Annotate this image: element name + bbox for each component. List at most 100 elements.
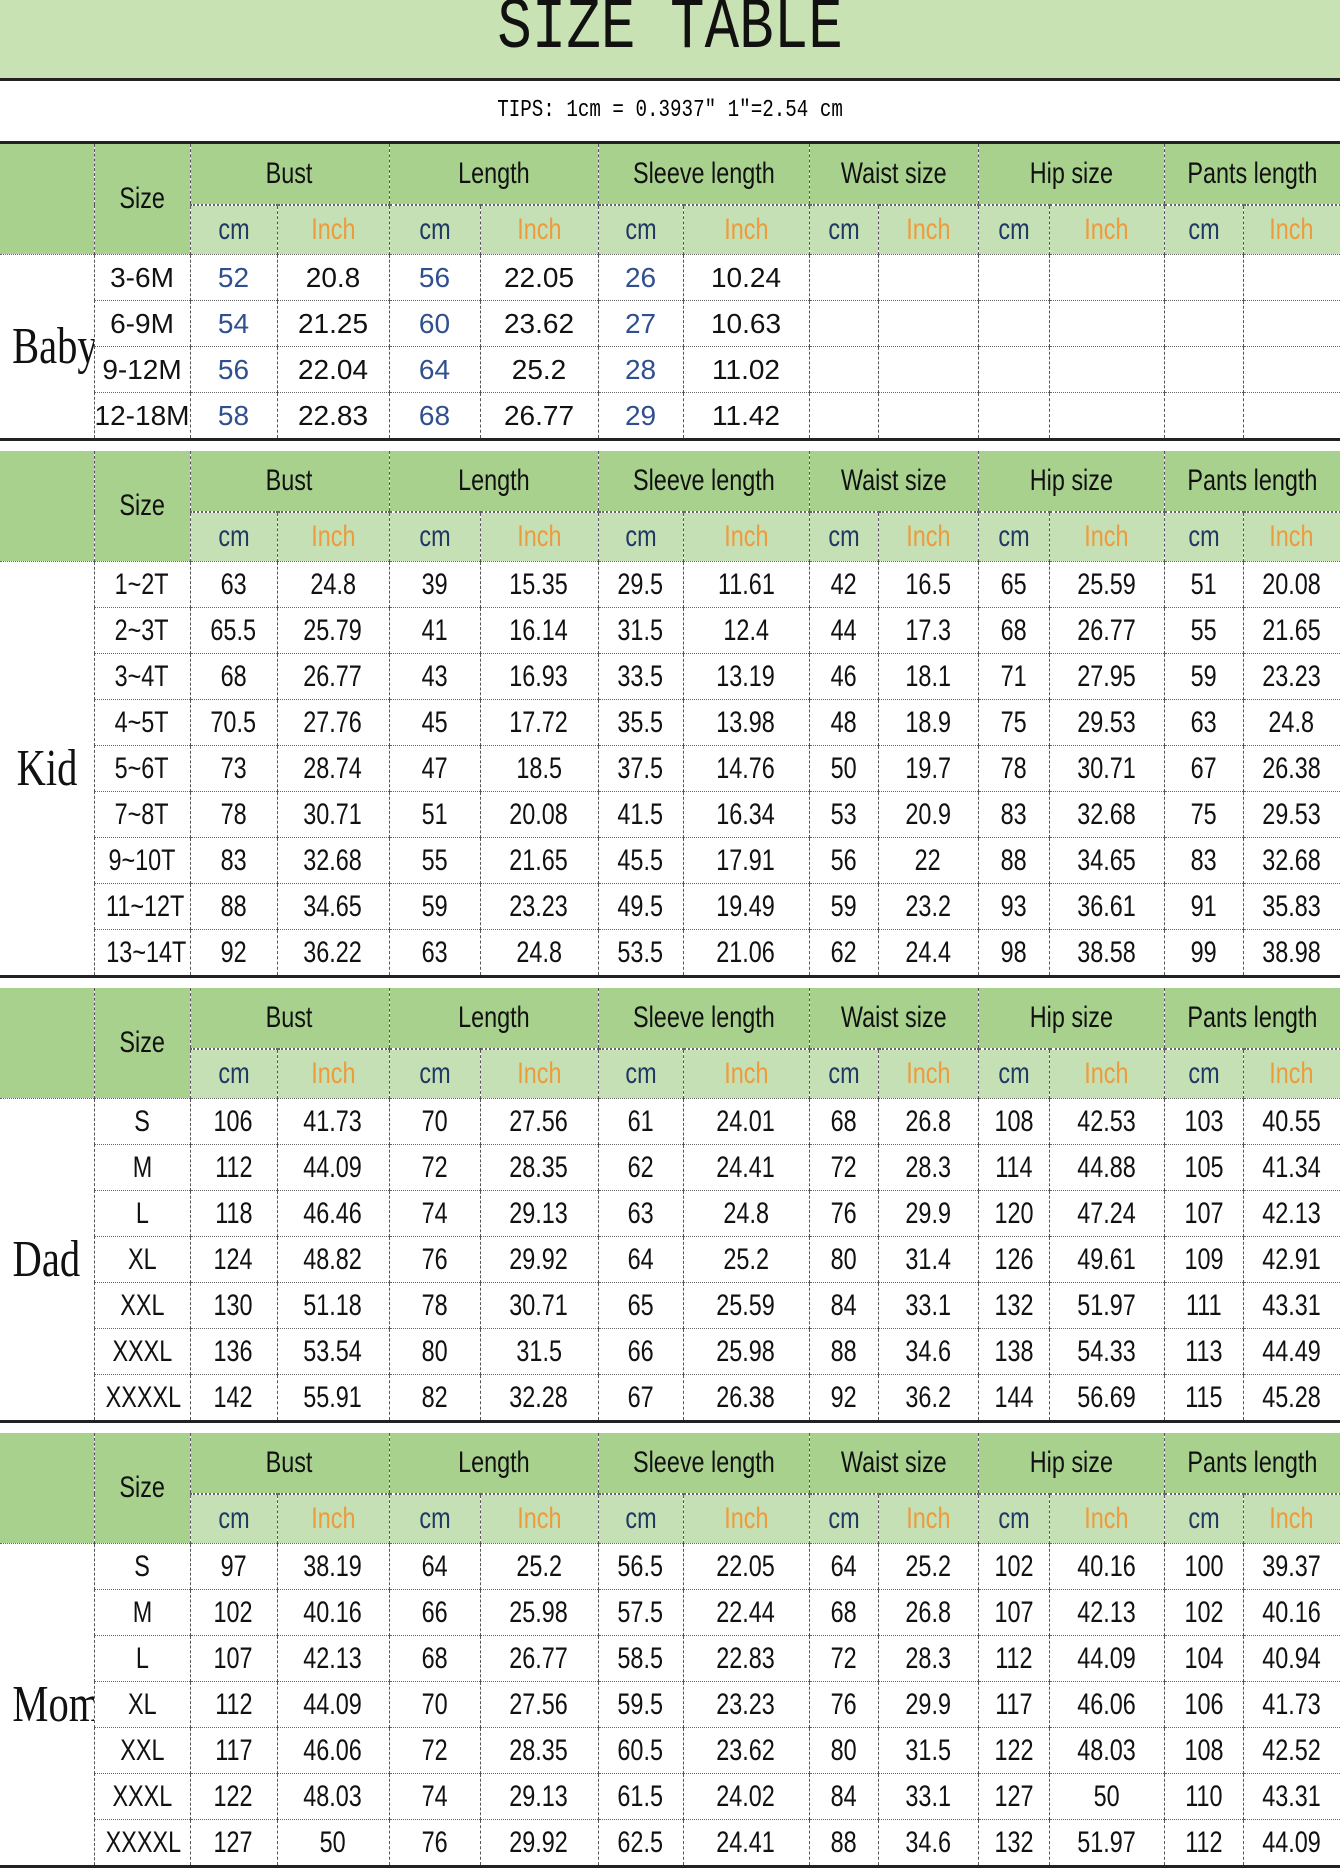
size-value: XXL	[119, 1733, 165, 1767]
size-value: XL	[127, 1687, 157, 1721]
measure-value: 28.3	[905, 1641, 951, 1675]
value-cell: 21.25	[277, 300, 390, 347]
value-cell: 42.91	[1243, 1236, 1340, 1283]
measure-value: 18.1	[905, 659, 951, 693]
measure-value: 17.3	[905, 613, 951, 647]
value-cell: 67	[598, 1374, 684, 1422]
value-cell: 22.83	[277, 392, 390, 440]
inch-label: Inch	[905, 520, 951, 553]
measure-value: 41.34	[1262, 1150, 1321, 1184]
measure-value: 28.35	[509, 1150, 569, 1184]
value-cell: 11.42	[683, 392, 810, 440]
size-cell: XL	[94, 1236, 191, 1283]
inch-label: Inch	[1084, 1057, 1129, 1090]
group-header: Sleeve length	[598, 451, 810, 513]
measure-value: 41.5	[617, 797, 664, 831]
section-label: Baby	[0, 254, 95, 440]
table-row: 9~10T 83 32.68 55 21.65 45.5 17.91 56 22 88 34.65 8…	[0, 837, 1340, 884]
measure-value: 82	[421, 1380, 448, 1414]
table-row: L 107 42.13 68 26.77 58.5 22.83 72 28.3 112 44.09 1…	[0, 1635, 1340, 1682]
measure-value: 114	[994, 1150, 1033, 1184]
value-cell: 10.63	[683, 300, 810, 347]
measure-value: 25.98	[509, 1595, 569, 1629]
value-cell: 83	[190, 837, 278, 884]
measure-value: 50	[830, 751, 857, 785]
value-cell: 122	[978, 1727, 1050, 1774]
measure-value: 31.4	[905, 1242, 951, 1276]
value-cell: 32.68	[1049, 791, 1165, 838]
measure-value: 26.8	[905, 1104, 951, 1138]
group-header: Pants length	[1164, 144, 1340, 206]
measure-value: 18.5	[516, 751, 562, 785]
measure-value: 53	[830, 797, 857, 831]
value-cell: 18.1	[878, 653, 979, 700]
value-cell: 64	[598, 1236, 684, 1283]
group-header-label: Waist size	[840, 464, 947, 497]
value-cell: 31.5	[598, 607, 684, 654]
table-row: Dad S 106 41.73 70 27.56 61 24.01 68 26.8 108 42.53…	[0, 1098, 1340, 1422]
measure-value: 62	[627, 1150, 654, 1184]
value-cell: 80	[389, 1328, 481, 1375]
value-cell: 56	[809, 837, 879, 884]
measure-value: 40.94	[1262, 1641, 1321, 1675]
group-header: Waist size	[809, 451, 979, 513]
value-cell: 102	[1164, 1589, 1244, 1636]
measure-value: 27.56	[509, 1687, 569, 1721]
measure-value: 42.13	[303, 1641, 363, 1675]
size-table-kid: Size Bust Length Sleeve length Waist size Hip…	[0, 451, 1340, 978]
measure-value: 65.5	[210, 613, 257, 647]
table-row: M 112 44.09 72 28.35 62 24.41 72 28.3 114 44.88 105…	[0, 1144, 1340, 1191]
measure-value: 30.71	[303, 797, 363, 831]
size-value: S	[134, 1104, 150, 1138]
measure-value: 76	[421, 1825, 448, 1859]
value-cell: 78	[190, 791, 278, 838]
value-cell: 63	[1164, 699, 1244, 746]
measure-value: 68	[830, 1595, 857, 1629]
value-cell: 46.06	[1049, 1681, 1165, 1728]
value-cell: 72	[809, 1144, 879, 1191]
measure-value: 21.06	[716, 935, 776, 969]
group-header: Length	[389, 1433, 599, 1495]
cm-label: cm	[418, 520, 451, 553]
table-row: XXL 130 51.18 78 30.71 65 25.59 84 33.1 132 51.97 1…	[0, 1282, 1340, 1329]
measure-value: 74	[421, 1196, 448, 1230]
group-header-label: Sleeve length	[632, 464, 775, 497]
value-cell: 35.5	[598, 699, 684, 746]
measure-value: 64	[418, 353, 451, 385]
measure-value: 132	[994, 1288, 1034, 1322]
inch-label: Inch	[1084, 1502, 1129, 1535]
measure-value: 65	[1000, 567, 1027, 601]
value-cell: 22.83	[683, 1635, 810, 1682]
measure-value: 38.98	[1262, 935, 1321, 969]
measure-value: 32.28	[509, 1380, 569, 1414]
inch-label: Inch	[310, 1057, 356, 1090]
unit-inch-header: Inch	[277, 1493, 390, 1544]
measure-value: 22.05	[503, 261, 575, 293]
value-cell: 25.2	[878, 1543, 979, 1590]
section-label-text: Baby	[12, 318, 94, 375]
measure-value: 88	[830, 1825, 857, 1859]
measure-value: 126	[994, 1242, 1034, 1276]
value-cell: 55.91	[277, 1374, 390, 1422]
value-cell: 56	[190, 346, 278, 393]
measure-value: 40.16	[1262, 1595, 1321, 1629]
value-cell: 58.5	[598, 1635, 684, 1682]
value-cell: 31.5	[480, 1328, 599, 1375]
value-cell: 114	[978, 1144, 1050, 1191]
value-cell: 13.98	[683, 699, 810, 746]
value-cell: 42	[809, 561, 879, 608]
measure-value: 54	[217, 307, 250, 339]
value-cell: 112	[1164, 1819, 1244, 1867]
measure-value: 112	[214, 1150, 253, 1184]
measure-value: 108	[1184, 1733, 1224, 1767]
measure-value: 92	[220, 935, 247, 969]
measure-value: 23.23	[509, 889, 569, 923]
measure-value: 29	[624, 399, 657, 431]
value-cell: 45	[389, 699, 481, 746]
value-cell: 62	[598, 1144, 684, 1191]
measure-value: 55	[1190, 613, 1217, 647]
value-cell: 104	[1164, 1635, 1244, 1682]
value-cell: 17.72	[480, 699, 599, 746]
value-cell: 16.34	[683, 791, 810, 838]
value-cell: 93	[978, 883, 1050, 930]
